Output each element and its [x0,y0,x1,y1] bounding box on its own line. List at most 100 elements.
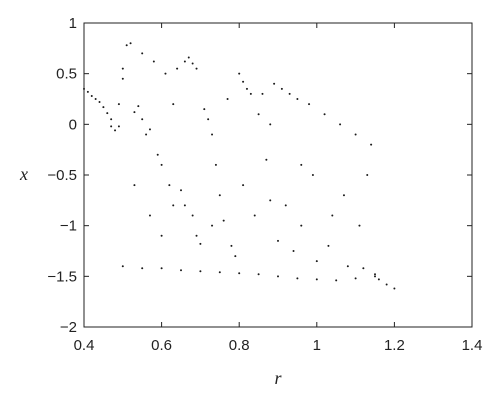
x-axis-ticks: 0.4 0.6 0.8 1 1.2 1.4 [74,23,483,354]
data-point [211,224,214,227]
data-point [300,163,303,166]
scatter-points [83,42,396,290]
data-point [106,112,109,115]
data-point [358,224,361,227]
data-point [203,108,206,111]
data-point [191,214,194,217]
x-tick-label: 1.4 [462,337,483,354]
data-point [148,214,151,217]
data-point [129,42,132,45]
data-point [121,265,124,268]
data-point [273,82,276,85]
data-point [183,60,186,63]
y-tick-label: −1 [60,218,77,235]
data-point [280,87,283,90]
data-point [257,273,260,276]
data-point [121,77,124,80]
data-point [242,80,245,83]
data-point [342,194,345,197]
data-point [269,123,272,126]
data-point [148,128,151,131]
data-point [265,158,268,161]
data-point [180,189,182,192]
data-point [354,133,357,136]
data-point [238,272,241,275]
data-point [354,277,357,280]
data-point [160,234,163,237]
data-point [160,267,163,270]
data-point [125,44,128,47]
data-point [370,143,373,146]
data-point [218,194,221,197]
data-point [211,133,214,136]
data-point [141,118,144,121]
data-point [315,260,318,263]
data-point [86,90,89,93]
x-tick-label: 1.2 [384,337,405,354]
data-point [176,67,179,70]
y-tick-label: −1.5 [47,268,77,285]
data-point [234,255,237,258]
data-point [253,214,256,217]
data-point [121,67,124,70]
data-point [288,92,291,95]
data-point [133,184,136,187]
data-point [230,244,233,247]
data-point [346,265,349,268]
data-point [308,103,311,106]
data-point [331,214,334,217]
data-point [94,98,97,100]
data-point [214,163,217,166]
data-point [315,278,318,281]
data-point [199,270,202,273]
y-axis-ticks: 1 0.5 0 −0.5 −1 −1.5 −2 [47,15,472,336]
data-point [335,279,338,282]
data-point [98,101,101,104]
data-point [242,184,245,187]
data-point [183,204,186,207]
y-tick-label: 1 [69,15,77,32]
data-point [366,174,369,176]
x-tick-label: 0.6 [151,337,172,354]
data-point [374,273,376,276]
data-point [160,163,163,166]
data-point [245,87,248,90]
data-point [191,62,194,65]
data-point [393,287,396,290]
data-point [296,98,299,100]
x-axis-label: r [274,368,282,388]
data-point [300,224,303,227]
data-point [180,269,182,272]
data-point [292,250,295,252]
data-point [238,72,241,75]
data-point [145,133,148,136]
data-point [199,242,202,245]
data-point [164,72,167,75]
data-point [114,129,117,132]
data-point [195,67,198,70]
data-point [141,267,144,270]
y-tick-label: 0.5 [56,66,77,83]
x-tick-label: 0.8 [229,337,250,354]
y-tick-label: 0 [69,116,77,133]
data-point [172,103,175,106]
data-point [374,275,376,278]
data-point [102,106,105,109]
data-point [83,87,85,90]
data-point [296,277,299,280]
data-point [377,278,380,281]
y-axis-label: x [19,164,28,184]
data-point [261,92,264,95]
data-point [323,113,326,116]
data-point [277,275,279,278]
x-tick-label: 1 [313,337,321,354]
data-point [187,56,190,59]
data-point [277,239,279,242]
data-point [249,92,252,95]
data-point [152,60,155,63]
data-point [339,123,342,126]
data-point [110,118,113,121]
x-tick-label: 0.4 [74,337,95,354]
data-point [90,94,93,97]
